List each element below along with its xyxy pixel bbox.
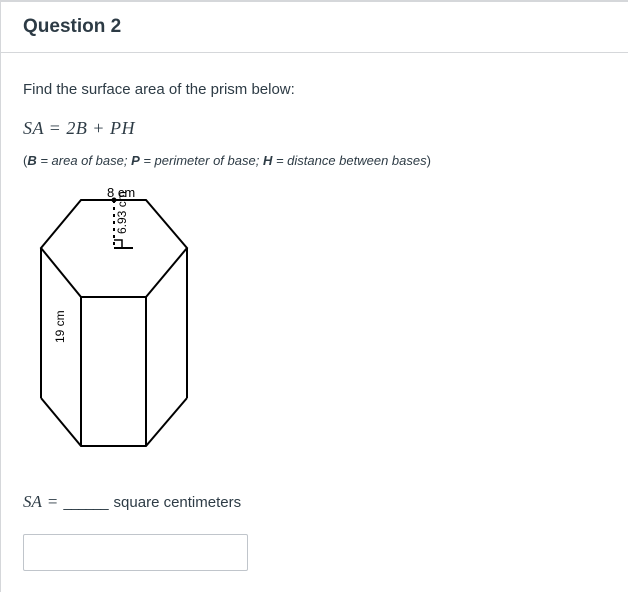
question-content: Find the surface area of the prism below… (1, 53, 628, 591)
question-header: Question 2 (1, 2, 628, 53)
prism-svg (23, 188, 203, 453)
question-prompt: Find the surface area of the prism below… (23, 81, 606, 98)
dim-apothem: 6.93 cm (115, 191, 129, 234)
answer-label: SA (23, 492, 42, 512)
b-symbol: B (27, 153, 36, 168)
question-title: Question 2 (23, 16, 606, 38)
answer-blank: ______ (63, 494, 107, 511)
p-symbol: P (131, 153, 140, 168)
formula-note: (B = area of base; P = perimeter of base… (23, 153, 606, 168)
surface-area-formula: SA = 2B + PH (23, 118, 606, 139)
p-desc: = perimeter of base; (140, 153, 263, 168)
prism-diagram: 8 cm 6.93 cm 19 cm (23, 188, 203, 468)
b-desc: = area of base; (37, 153, 131, 168)
h-symbol: H (263, 153, 272, 168)
answer-input[interactable] (23, 534, 248, 571)
question-container: Question 2 Find the surface area of the … (0, 0, 628, 592)
answer-row: SA = ______ square centimeters (23, 492, 606, 512)
note-close: ) (427, 153, 431, 168)
right-angle-marker (114, 240, 122, 248)
answer-unit: square centimeters (114, 494, 242, 511)
hexagon-bottom-front (41, 398, 187, 446)
answer-eq: = (48, 492, 58, 512)
dim-height: 19 cm (53, 310, 67, 343)
h-desc: = distance between bases (272, 153, 426, 168)
